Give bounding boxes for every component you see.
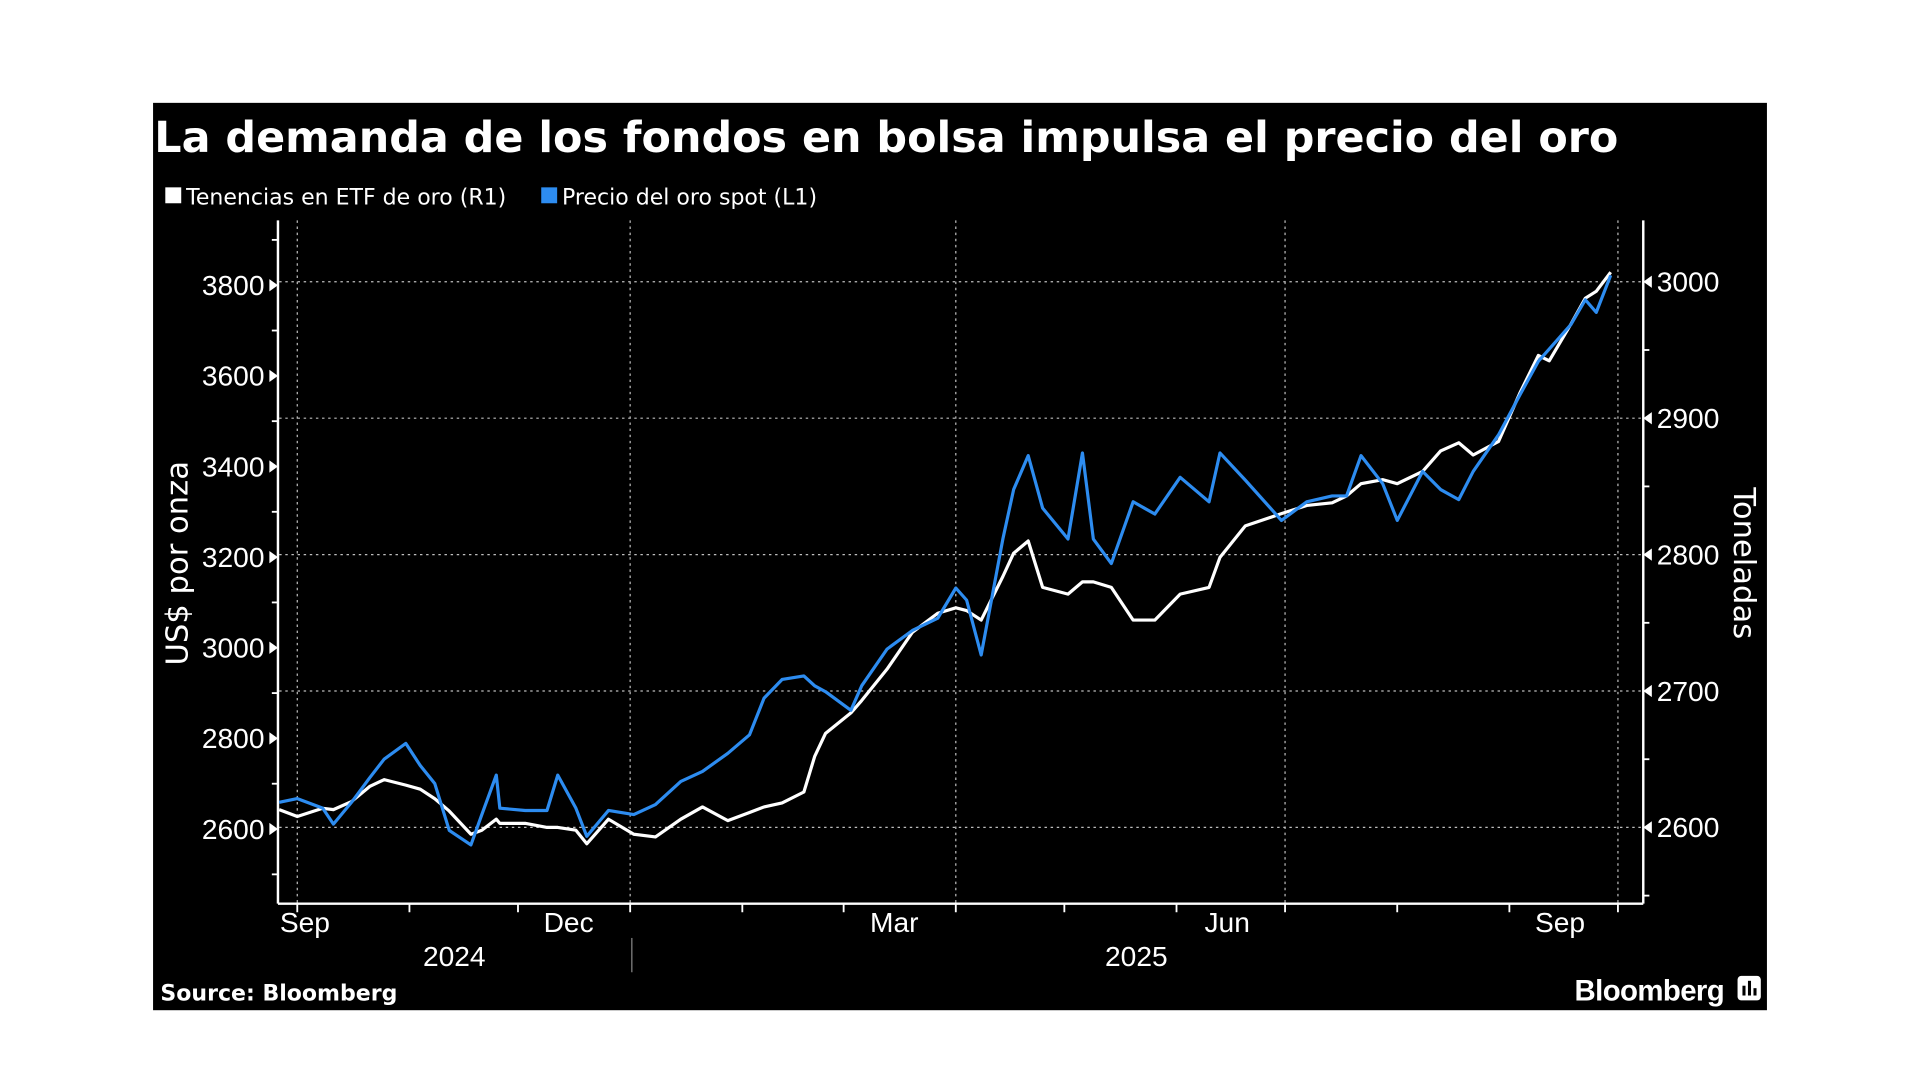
tick-labels: 2600 2800 3000 3200 3400 3600 3800 2600 2700 2800… (202, 238, 1720, 972)
source-note: Source: Bloomberg (160, 981, 397, 1006)
right-axis-title: Toneladas (1726, 486, 1761, 639)
bloomberg-chart-icon (1737, 975, 1761, 1001)
right-tick-label: 2600 (1657, 812, 1720, 843)
left-tick-marker (269, 460, 278, 473)
chart-panel (153, 102, 1767, 1011)
left-tick-marker (269, 822, 278, 836)
legend: Tenencias en ETF de oro (R1) Precio del … (165, 185, 817, 210)
bloomberg-logo: Bloomberg (1575, 974, 1725, 1007)
x-tick-label: Sep (1535, 907, 1585, 938)
legend-swatch-etf (165, 187, 182, 204)
x-tick-label: Dec (544, 907, 594, 938)
x-tick-label: Sep (280, 907, 330, 938)
left-axis-title: US$ por onza (160, 461, 195, 665)
left-tick-label: 3200 (202, 542, 265, 573)
x-year-label: 2025 (1105, 941, 1168, 972)
left-tick-label: 3400 (202, 451, 265, 482)
left-tick-marker (269, 279, 278, 292)
gridlines (279, 220, 1644, 913)
left-tick-label: 3800 (202, 270, 265, 301)
right-tick-marker (1643, 821, 1652, 834)
left-tick-marker (269, 732, 278, 745)
right-tick-label: 2900 (1657, 403, 1720, 434)
right-tick-label: 2800 (1657, 539, 1720, 570)
right-tick-marker (1643, 412, 1652, 425)
legend-label-etf: Tenencias en ETF de oro (R1) (185, 185, 506, 210)
left-tick-label: 3600 (202, 361, 265, 392)
right-tick-label: 3000 (1657, 267, 1720, 298)
series-lines (278, 271, 1613, 847)
left-tick-marker (269, 641, 278, 654)
x-year-label: 2024 (423, 941, 486, 972)
gold-price-line (278, 274, 1613, 847)
legend-label-gold: Precio del oro spot (L1) (562, 185, 817, 210)
right-tick-marker (1643, 275, 1652, 288)
left-tick-label: 2800 (202, 723, 265, 754)
etf-holdings-line (278, 271, 1612, 846)
x-tick-label: Jun (1204, 907, 1249, 938)
x-tick-label: Mar (870, 907, 919, 938)
left-tick-marker (269, 551, 278, 564)
axes (276, 220, 1645, 973)
left-tick-marker (269, 369, 278, 382)
legend-swatch-gold (541, 187, 558, 204)
right-tick-marker (1643, 684, 1652, 698)
right-tick-label: 2700 (1657, 676, 1720, 707)
left-tick-label: 2600 (202, 814, 265, 845)
chart-title: La demanda de los fondos en bolsa impuls… (154, 113, 1618, 163)
right-tick-marker (1643, 548, 1652, 561)
left-tick-label: 3000 (202, 633, 265, 664)
